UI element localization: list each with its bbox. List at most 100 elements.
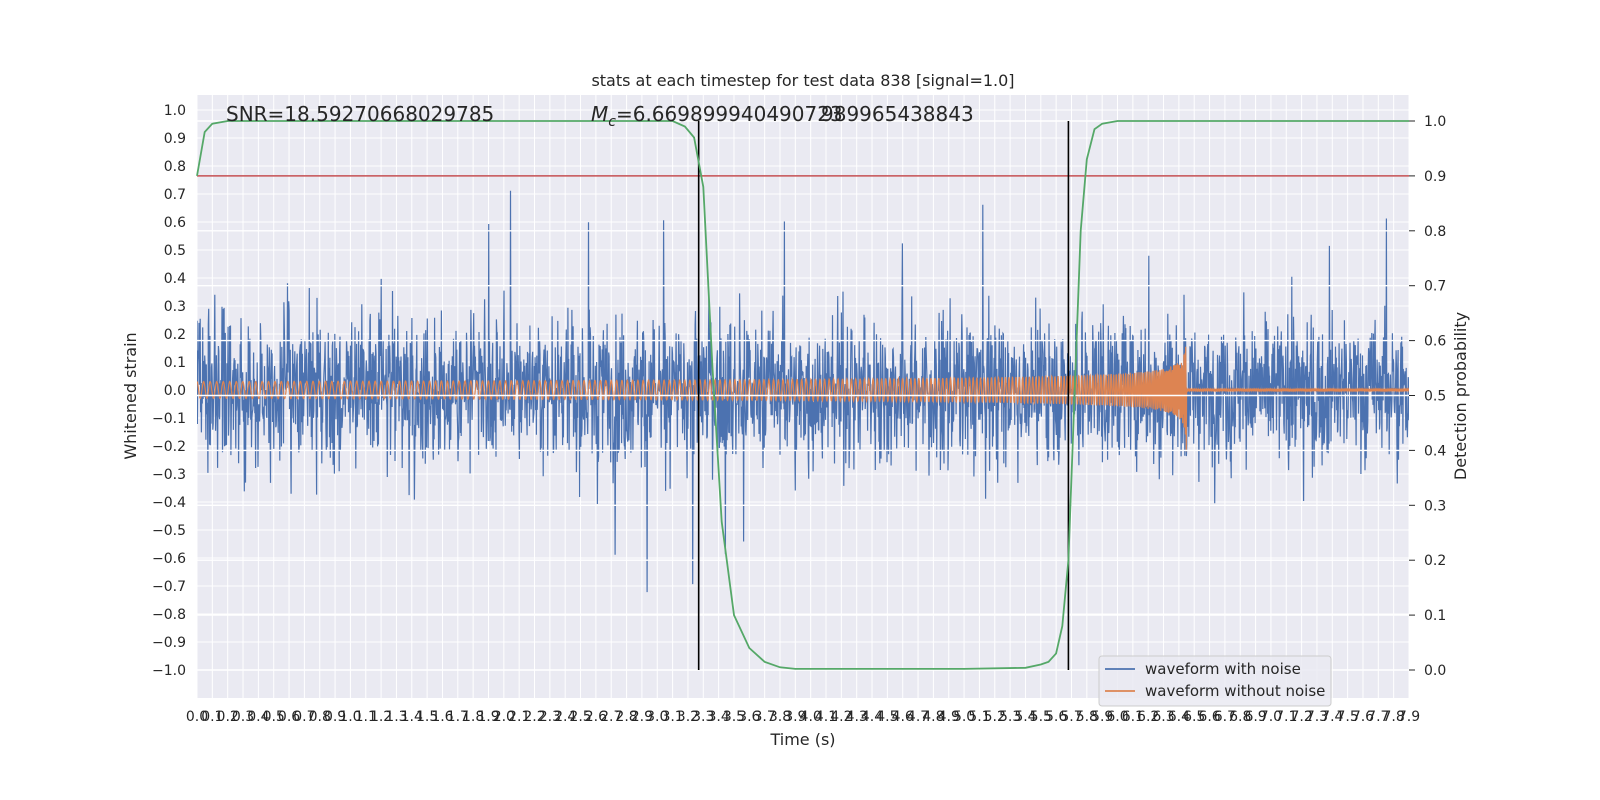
x-tick-label: 5.1	[968, 709, 990, 725]
x-tick-label: 1.5	[416, 709, 438, 725]
left-y-tick-label: 0.4	[164, 271, 186, 287]
x-tick-label: 2.9	[631, 709, 653, 725]
x-tick-label: 0.5	[263, 709, 285, 725]
x-tick-label: 6.6	[1198, 709, 1220, 725]
vertical-marker-lines	[697, 121, 1070, 670]
x-tick-label: 6.3	[1152, 709, 1174, 725]
x-tick-label: 3.5	[723, 709, 745, 725]
left-y-tick-label: 0.7	[164, 187, 186, 203]
x-tick-label: 2.1	[508, 709, 530, 725]
x-tick-label: 7.8	[1383, 709, 1405, 725]
left-y-tick-label: 0.1	[164, 355, 186, 371]
x-tick-label: 7.4	[1321, 709, 1343, 725]
x-tick-label: 7.9	[1398, 709, 1420, 725]
right-y-tick-label: 0.7	[1424, 279, 1446, 295]
series-detection-probability	[196, 120, 1409, 670]
x-tick-label: 6.4	[1168, 709, 1190, 725]
left-y-tick-label: 0.8	[164, 159, 186, 175]
x-tick-label: 5.9	[1091, 709, 1113, 725]
left-y-tick-label: 0.6	[164, 215, 186, 231]
x-tick-label: 0.6	[278, 709, 300, 725]
right-y-tick-label: 0.8	[1424, 224, 1446, 240]
y-gridlines	[197, 109, 1409, 671]
x-tick-label: 5.3	[999, 709, 1021, 725]
x-tick-label: 2.5	[569, 709, 591, 725]
right-y-tick-label: 0.4	[1424, 443, 1446, 459]
left-y-tick-label: 0.0	[164, 383, 186, 399]
x-tick-label: 6.1	[1122, 709, 1144, 725]
legend-label-waveform-with-noise: waveform with noise	[1145, 660, 1301, 678]
x-tick-label: 6.9	[1244, 709, 1266, 725]
x-tick-label: 3.4	[707, 709, 729, 725]
left-y-tick-label: 0.9	[164, 131, 186, 147]
x-tick-label: 1.9	[477, 709, 499, 725]
left-y-tick-label: −0.6	[152, 551, 186, 567]
x-tick-label: 0.2	[217, 709, 239, 725]
legend: waveform with noise waveform without noi…	[1098, 655, 1332, 707]
left-y-tick-label: −0.7	[152, 579, 186, 595]
x-tick-label: 5.6	[1045, 709, 1067, 725]
x-tick-label: 4.7	[907, 709, 929, 725]
x-tick-label: 4.5	[876, 709, 898, 725]
mc-annotation-overlap: 989965438843	[821, 102, 974, 126]
x-tick-label: 3.8	[769, 709, 791, 725]
x-tick-label: 7.2	[1290, 709, 1312, 725]
x-tick-label: 7.0	[1260, 709, 1282, 725]
x-tick-label: 1.0	[339, 709, 361, 725]
x-tick-label: 2.8	[615, 709, 637, 725]
x-tick-label: 3.3	[692, 709, 714, 725]
left-y-tick-label: −0.9	[152, 635, 186, 651]
x-tick-label: 2.3	[539, 709, 561, 725]
right-y-tick-label: 0.1	[1424, 608, 1446, 624]
x-tick-labels: 0.00.10.20.30.40.50.60.70.80.91.01.11.21…	[186, 709, 1420, 725]
x-tick-label: 1.8	[462, 709, 484, 725]
x-tick-label: 0.4	[247, 709, 269, 725]
left-y-tick-label: −0.4	[152, 495, 186, 511]
x-tick-label: 0.0	[186, 709, 208, 725]
left-y-tick-label: −0.5	[152, 523, 186, 539]
right-y-tick-label: 0.9	[1424, 169, 1446, 185]
x-tick-label: 5.0	[953, 709, 975, 725]
chart-title: stats at each timestep for test data 838…	[591, 71, 1014, 90]
x-tick-label: 1.7	[447, 709, 469, 725]
x-tick-label: 7.3	[1306, 709, 1328, 725]
x-tick-label: 1.3	[385, 709, 407, 725]
series-waveform-without-noise	[197, 346, 1409, 452]
x-tick-label: 4.2	[830, 709, 852, 725]
left-y-tick-label: 0.3	[164, 299, 186, 315]
x-tick-label: 2.0	[493, 709, 515, 725]
x-tick-label: 3.9	[784, 709, 806, 725]
x-tick-label: 4.3	[846, 709, 868, 725]
left-y-tick-label: 0.2	[164, 327, 186, 343]
x-tick-label: 7.5	[1337, 709, 1359, 725]
left-y-tick-label: −0.3	[152, 467, 186, 483]
x-tick-label: 5.2	[984, 709, 1006, 725]
x-tick-label: 4.8	[922, 709, 944, 725]
left-y-tick-labels: 1.0 0.9 0.8 0.7 0.6 0.5 0.4 0.3 0.2 0.1 0.0 −0.1 −0.…	[152, 103, 186, 679]
x-tick-label: 0.8	[309, 709, 331, 725]
x-tick-label: 5.4	[1014, 709, 1036, 725]
series-waveform-with-noise	[197, 190, 1409, 593]
x-tick-label: 2.7	[600, 709, 622, 725]
x-tick-label: 7.1	[1275, 709, 1297, 725]
left-y-axis-label: Whitened strain	[121, 332, 140, 459]
left-y-tick-label: 0.5	[164, 243, 186, 259]
snr-annotation: SNR=18.59270668029785	[226, 102, 494, 126]
x-tick-label: 4.9	[938, 709, 960, 725]
x-tick-label: 2.4	[554, 709, 576, 725]
x-tick-label: 4.4	[861, 709, 883, 725]
x-tick-label: 4.1	[815, 709, 837, 725]
left-y-tick-label: −1.0	[152, 663, 186, 679]
x-tick-label: 1.2	[370, 709, 392, 725]
right-y-tick-label: 0.0	[1424, 663, 1446, 679]
right-y-tick-label: 0.5	[1424, 389, 1446, 405]
x-tick-label: 5.8	[1076, 709, 1098, 725]
left-y-tick-label: 1.0	[164, 103, 186, 119]
x-tick-label: 0.3	[232, 709, 254, 725]
x-tick-label: 0.7	[293, 709, 315, 725]
right-y-tick-labels: 1.0 0.9 0.8 0.7 0.6 0.5 0.4 0.3 0.2 0.1 0.0	[1409, 114, 1446, 679]
x-tick-label: 7.7	[1367, 709, 1389, 725]
x-tick-label: 4.0	[800, 709, 822, 725]
x-axis-label: Time (s)	[769, 730, 835, 749]
